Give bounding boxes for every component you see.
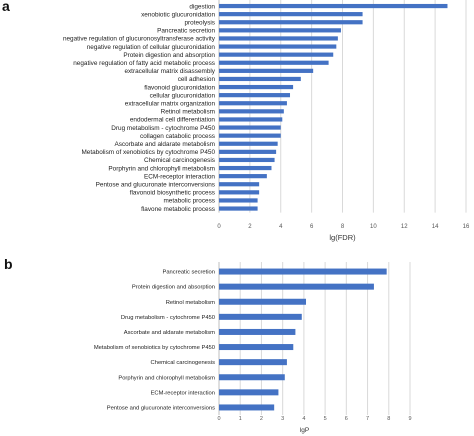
category-label: extracellular matrix organization [125, 100, 216, 107]
bar [219, 101, 287, 106]
bar [219, 93, 291, 98]
bar [219, 298, 307, 305]
bar [219, 206, 258, 211]
bar [219, 359, 287, 366]
bar [219, 133, 281, 138]
category-label: ECM-receptor interaction [144, 173, 215, 180]
category-label: extracellular matrix disassembly [124, 68, 215, 75]
bar [219, 328, 296, 335]
x-axis-title: lgP [300, 427, 309, 434]
category-label: negative regulation of fatty acid metabo… [73, 60, 215, 67]
category-label: negative regulation of cellular glucuron… [87, 44, 216, 51]
x-tick-label: 1 [239, 416, 242, 422]
category-label: Protein digestion and absorption [132, 285, 215, 291]
bar [219, 12, 363, 17]
bar [219, 68, 314, 73]
x-axis-title: lg(FDR) [329, 233, 356, 242]
bar [219, 141, 278, 146]
x-tick-label: 2 [248, 224, 252, 230]
x-tick-label: 0 [217, 416, 220, 422]
x-tick-label: 12 [401, 224, 408, 230]
x-tick-label: 10 [370, 224, 377, 230]
category-label: flavonoid biosynthetic process [130, 190, 215, 197]
category-label: Protein digestion and absorption [123, 52, 215, 59]
category-label: Retinol metabolism [166, 300, 215, 306]
category-label: Chemical carcinogenesis [144, 157, 215, 164]
bar [219, 389, 279, 396]
bar [219, 313, 302, 320]
x-tick-label: 16 [463, 224, 470, 230]
category-label: digestion [189, 3, 215, 10]
category-label: Pancreatic secretion [157, 28, 215, 35]
bar [219, 174, 267, 179]
category-label: metabolic process [163, 198, 215, 205]
category-label: flavone metabolic process [141, 206, 215, 213]
bar [219, 374, 285, 381]
bar [219, 283, 374, 290]
x-tick-label: 3 [281, 416, 284, 422]
x-tick-label: 14 [432, 224, 439, 230]
category-label: Metabolism of xenobiotics by cytochrome … [94, 345, 215, 351]
category-label: Drug metabolism - cytochrome P450 [121, 315, 215, 321]
category-label: xenobiotic glucuronidation [141, 11, 215, 18]
category-label: Drug metabolism - cytochrome P450 [111, 125, 215, 132]
category-label: Chemical carcinogenesis [151, 360, 216, 366]
bar [219, 157, 275, 163]
bar [219, 84, 294, 90]
bar [219, 149, 277, 154]
bar [219, 3, 448, 9]
bar [219, 165, 272, 171]
panel-label-b: b [4, 256, 13, 272]
bar [219, 125, 281, 130]
bar [219, 28, 341, 33]
x-tick-label: 9 [408, 416, 411, 422]
x-tick-label: 7 [366, 416, 369, 422]
bar [219, 60, 329, 65]
bar [219, 52, 334, 57]
category-label: Pentose and glucuronate interconversions [107, 405, 215, 411]
x-tick-label: 6 [310, 224, 314, 230]
bar [219, 182, 260, 187]
bar [219, 36, 338, 41]
x-tick-label: 4 [302, 416, 305, 422]
bar [219, 190, 260, 195]
bar [219, 404, 275, 411]
category-label: Pentose and glucuronate interconversions [96, 181, 215, 188]
x-tick-label: 5 [324, 416, 327, 422]
x-tick-label: 2 [260, 416, 263, 422]
category-label: proteolysis [184, 19, 215, 26]
x-tick-label: 8 [341, 224, 345, 230]
panel-label-a: a [2, 0, 10, 14]
category-label: collagen catabolic process [140, 133, 215, 140]
category-label: endodermal cell differentiation [130, 117, 216, 124]
category-label: cell adhesion [178, 76, 216, 83]
x-tick-label: 4 [279, 224, 283, 230]
category-label: Retinol metabolism [161, 109, 215, 116]
bar [219, 198, 258, 203]
category-label: Porphyrin and chlorophyll metabolism [108, 165, 215, 172]
category-label: Porphyrin and chlorophyll metabolism [118, 375, 215, 381]
category-label: ECM-receptor interaction [151, 390, 215, 396]
x-tick-label: 8 [387, 416, 390, 422]
x-tick-label: 6 [345, 416, 348, 422]
bar [219, 76, 301, 82]
category-label: cellular glucuronidation [150, 92, 216, 99]
category-label: Metabolism of xenobiotics by cytochrome … [81, 149, 215, 156]
category-label: flavonoid glucuronidation [144, 84, 215, 91]
category-label: Ascorbate and aldarate metabolism [114, 141, 215, 148]
bar [219, 268, 387, 275]
category-label: Ascorbate and aldarate metabolism [124, 330, 215, 336]
bar [219, 109, 284, 114]
category-label: negative regulation of glucuronosyltrans… [63, 36, 216, 43]
category-label: Pancreatic secretion [162, 270, 215, 276]
bar [219, 117, 283, 122]
bar [219, 344, 294, 351]
bar [219, 44, 337, 49]
x-tick-label: 0 [217, 224, 221, 230]
bar [219, 20, 363, 25]
